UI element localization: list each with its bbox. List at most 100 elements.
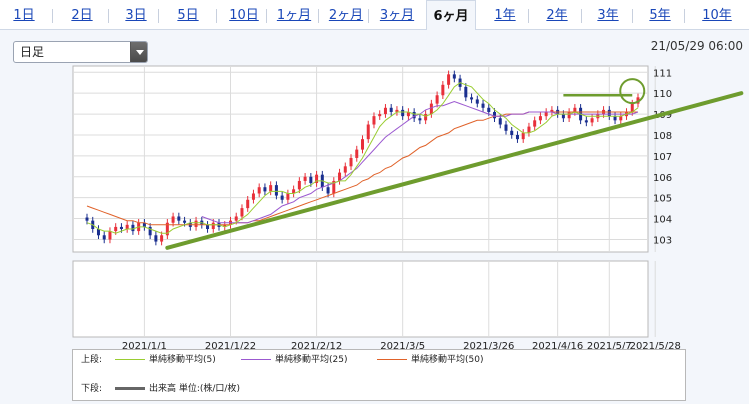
candle-body	[636, 97, 640, 104]
candle-body	[527, 126, 531, 133]
candle-body	[96, 229, 100, 236]
legend-item-ma50: 単純移動平均(50)	[377, 353, 483, 367]
tab-separator	[158, 9, 159, 23]
y-tick-label: 103	[653, 235, 672, 246]
y-tick-label: 110	[653, 89, 672, 100]
legend-upper-label: 上段:	[81, 355, 103, 365]
legend-item-ma5-label: 単純移動平均(5)	[149, 355, 216, 365]
tab-period-13[interactable]: 10年	[702, 8, 732, 23]
legend-swatch-ma5	[115, 359, 145, 360]
candle-body	[412, 111, 416, 119]
tab-separator	[266, 9, 267, 23]
candle-body	[246, 199, 250, 209]
candle-body	[493, 111, 497, 119]
tab-period-6[interactable]: 2ヶ月	[328, 8, 364, 23]
candle-body	[142, 222, 146, 227]
chart-panel: 日足 21/05/29 06:00 2021/1/1 2021/1/22 2021/…	[0, 30, 749, 404]
candle-body	[372, 116, 376, 125]
candle-body	[584, 120, 588, 123]
tab-period-2[interactable]: 3日	[125, 8, 147, 23]
tab-period-4[interactable]: 10日	[229, 8, 259, 23]
legend-item-ma25: 単純移動平均(25)	[241, 353, 347, 367]
tab-period-8[interactable]: 6ヶ月	[426, 0, 476, 31]
tab-period-5[interactable]: 1ヶ月	[276, 8, 312, 23]
candle-interval-select[interactable]: 日足	[13, 41, 148, 63]
candle-body	[487, 107, 491, 112]
candle-body	[269, 185, 273, 192]
tab-separator	[684, 9, 685, 23]
candle-body	[280, 195, 284, 200]
tab-period-9[interactable]: 1年	[494, 8, 516, 23]
candle-body	[481, 103, 485, 108]
candle-body	[470, 97, 474, 100]
y-tick-label: 107	[653, 152, 672, 163]
candle-body	[424, 114, 428, 121]
candle-body	[131, 224, 135, 232]
tab-period-7[interactable]: 3ヶ月	[379, 8, 415, 23]
candle-body	[383, 107, 387, 115]
candle-body	[349, 157, 353, 167]
candle-body	[102, 235, 106, 240]
tab-period-12[interactable]: 5年	[649, 8, 671, 23]
tab-period-0[interactable]: 1日	[13, 8, 35, 23]
candle-body	[114, 226, 118, 232]
x-tick-label: 2021/2/12	[291, 341, 342, 350]
tab-separator	[108, 9, 109, 23]
candle-body	[521, 132, 525, 140]
candle-body	[326, 187, 330, 194]
candle-body	[309, 176, 313, 184]
candle-body	[504, 124, 508, 131]
x-tick-label: 2021/5/7	[587, 341, 632, 350]
candle-body	[85, 217, 89, 221]
tab-period-3[interactable]: 5日	[177, 8, 199, 23]
highlight-circle	[619, 78, 646, 105]
candle-body	[366, 124, 370, 140]
candle-body	[447, 74, 451, 85]
candle-body	[119, 226, 123, 230]
ma5-line	[86, 82, 639, 234]
legend-lower-row: 下段: 出来高 単位:(株/口/枚)	[81, 382, 240, 396]
candle-body	[315, 174, 319, 184]
tab-separator	[581, 9, 582, 23]
candle-body	[108, 231, 112, 240]
candle-body	[515, 134, 519, 140]
candle-body	[378, 114, 382, 117]
x-tick-label: 2021/3/5	[380, 341, 425, 350]
x-tick-label: 2021/5/28	[630, 341, 681, 350]
tab-period-10[interactable]: 2年	[546, 8, 568, 23]
candle-body	[538, 116, 542, 121]
candle-body	[561, 114, 565, 119]
tab-separator	[52, 9, 53, 23]
candle-body	[206, 224, 210, 230]
candle-body	[389, 107, 393, 112]
candle-body	[573, 107, 577, 112]
candle-body	[343, 166, 347, 173]
x-tick-label: 2021/4/16	[532, 341, 583, 350]
y-tick-label: 106	[653, 173, 672, 184]
x-tick-label: 2021/1/22	[205, 341, 256, 350]
tab-period-11[interactable]: 3年	[597, 8, 619, 23]
candle-body	[240, 208, 244, 217]
tab-period-1[interactable]: 2日	[71, 8, 93, 23]
candle-body	[544, 111, 548, 117]
candle-body	[510, 130, 514, 135]
candle-body	[418, 118, 422, 121]
candle-body	[165, 222, 169, 236]
candle-body	[257, 187, 261, 194]
candle-body	[401, 109, 405, 117]
candle-body	[263, 187, 267, 192]
legend-item-ma5: 単純移動平均(5)	[115, 353, 216, 367]
legend-item-volume: 出来高 単位:(株/口/枚)	[115, 382, 240, 396]
candle-body	[464, 86, 468, 98]
candle-body	[613, 116, 617, 121]
candle-body	[148, 226, 152, 236]
candle-body	[251, 193, 255, 200]
candle-body	[125, 224, 129, 230]
candle-body	[211, 222, 215, 230]
candle-body	[406, 111, 410, 117]
candle-body	[533, 120, 537, 127]
candle-body	[332, 180, 336, 194]
price-panel	[72, 65, 649, 253]
candle-body	[361, 139, 364, 150]
dropdown-arrow-icon[interactable]	[130, 42, 147, 62]
